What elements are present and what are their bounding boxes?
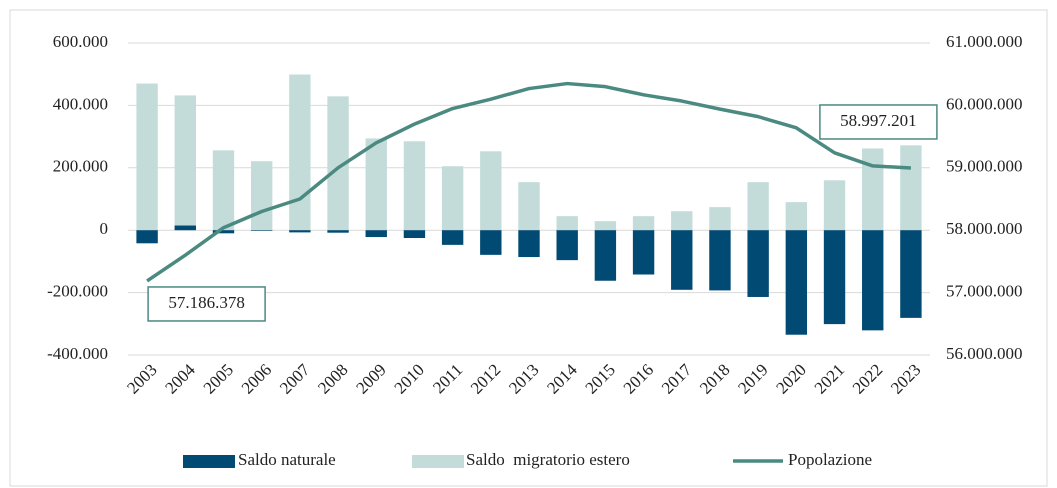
bar: [747, 182, 769, 231]
bar: [594, 230, 617, 281]
legend-swatch: [412, 455, 464, 468]
x-tick-label: 2014: [543, 360, 581, 398]
annotation-box: [147, 286, 266, 322]
bar: [327, 96, 349, 231]
bar: [862, 148, 884, 231]
y-tick-label: -400.000: [47, 344, 108, 363]
x-tick-label: 2022: [849, 360, 886, 397]
bar: [556, 216, 578, 231]
x-tick-label: 2021: [811, 360, 848, 397]
x-tick-label: 2004: [161, 360, 199, 398]
bar: [556, 230, 578, 261]
bar: [785, 202, 808, 231]
bar: [594, 221, 617, 231]
bar: [403, 230, 426, 238]
x-tick-label: 2011: [429, 360, 466, 397]
y2-tick-label: 57.000.000: [946, 282, 1023, 301]
bar: [365, 230, 387, 238]
line: [146, 81, 911, 283]
chart-border: [9, 9, 1048, 487]
bar: [823, 180, 846, 231]
legend-label: Popolazione: [788, 450, 872, 469]
y-tick-label: 200.000: [53, 157, 108, 176]
x-tick-label: 2013: [505, 360, 542, 397]
bar: [289, 74, 311, 231]
bar: [709, 230, 731, 291]
bar: [441, 166, 464, 231]
bar: [632, 230, 655, 275]
bar: [212, 150, 235, 231]
y2-tick-label: 56.000.000: [946, 344, 1023, 363]
bar: [174, 225, 196, 231]
y-tick-label: 400.000: [53, 94, 108, 113]
bar: [136, 83, 158, 231]
x-tick-label: 2012: [467, 360, 504, 397]
bar: [327, 230, 349, 233]
bar: [480, 151, 502, 231]
bar: [250, 161, 273, 231]
y-tick-label: -200.000: [47, 282, 108, 301]
x-tick-label: 2019: [734, 360, 771, 397]
x-tick-label: 2007: [276, 360, 314, 398]
x-tick-label: 2017: [658, 360, 696, 398]
bar: [632, 216, 655, 231]
legend-swatch: [183, 455, 235, 468]
x-tick-label: 2009: [352, 360, 389, 397]
x-tick-label: 2010: [391, 360, 428, 397]
bar: [671, 211, 693, 231]
x-tick-label: 2018: [696, 360, 733, 397]
x-tick-label: 2003: [123, 360, 160, 397]
y2-tick-label: 60.000.000: [946, 94, 1023, 113]
y2-tick-label: 61.000.000: [946, 32, 1023, 51]
x-tick-label: 2023: [887, 360, 924, 397]
y2-tick-label: 59.000.000: [946, 157, 1023, 176]
x-tick-label: 2005: [200, 360, 237, 397]
x-tick-label: 2006: [238, 360, 275, 397]
bar: [480, 230, 502, 255]
x-tick-label: 2016: [620, 360, 657, 397]
legend-label: Saldo migratorio estero: [466, 450, 630, 469]
y-tick-label: 600.000: [53, 32, 108, 51]
bar: [709, 207, 731, 231]
bar: [900, 230, 922, 318]
bar: [518, 230, 540, 258]
bar: [862, 230, 884, 331]
x-tick-label: 2015: [581, 360, 618, 397]
bar: [365, 138, 387, 231]
bar: [441, 230, 464, 245]
annotation-box: [819, 104, 938, 140]
bar: [250, 230, 273, 231]
bar: [900, 145, 922, 231]
bar: [212, 230, 235, 234]
y-tick-label: 0: [100, 219, 109, 238]
bar: [136, 230, 158, 244]
bar: [174, 95, 196, 231]
legend-label: Saldo naturale: [238, 450, 336, 469]
x-tick-label: 2020: [772, 360, 809, 397]
bar: [823, 230, 846, 325]
annotation: 58.997.201: [840, 111, 917, 130]
bar: [403, 141, 426, 231]
bar: [289, 230, 311, 233]
bar: [747, 230, 769, 297]
x-tick-label: 2008: [314, 360, 351, 397]
annotation: 57.186.378: [168, 293, 245, 312]
bar: [785, 230, 808, 335]
bar: [671, 230, 693, 290]
bar: [518, 182, 540, 231]
y2-tick-label: 58.000.000: [946, 219, 1023, 238]
